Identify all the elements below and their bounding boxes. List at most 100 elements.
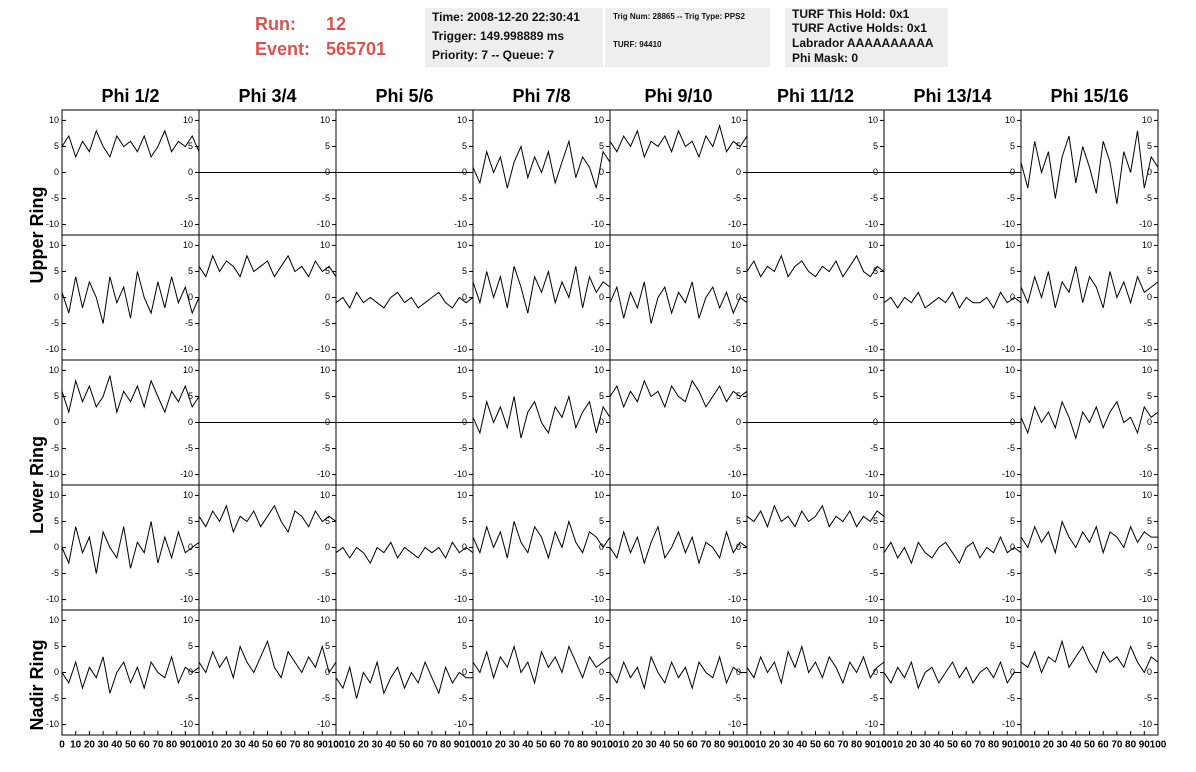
y-tick-label: -10 [728,469,741,479]
y-tick-label: -10 [317,344,330,354]
x-tick-label: 70 [289,740,301,751]
panel-frame [1020,234,1159,361]
panel-frame [335,609,474,736]
y-tick-label: 0 [1147,542,1152,552]
y-tick-label: 0 [736,417,741,427]
y-tick-label: 0 [462,667,467,677]
x-tick-label: 50 [947,740,959,751]
waveform [472,139,611,189]
y-tick-label: -10 [1139,719,1152,729]
y-tick-label: 10 [457,490,467,500]
x-tick-label: 0 [744,740,750,751]
y-tick-label: 10 [594,365,604,375]
x-tick-label: 10 [618,740,630,751]
y-tick-label: 0 [325,417,330,427]
panel-frame [61,234,200,361]
y-tick-label: -10 [46,594,59,604]
x-tick-label: 50 [399,740,411,751]
y-tick-label: -5 [596,193,604,203]
y-tick-label: 0 [325,667,330,677]
y-tick-label: -10 [46,469,59,479]
y-tick-label: 10 [1005,490,1015,500]
y-tick-label: 0 [599,167,604,177]
y-tick-label: 5 [873,141,878,151]
x-tick-label: 20 [769,740,781,751]
y-tick-label: -5 [1144,693,1152,703]
y-tick-label: -5 [322,318,330,328]
y-tick-label: 5 [188,641,193,651]
info-line: TURF This Hold: 0x1 [792,7,910,21]
panel-frame [609,484,748,611]
column-label: Phi 7/8 [512,86,570,106]
y-tick-label: -10 [1002,219,1015,229]
waveform [883,660,1021,690]
x-tick-label: 20 [1043,740,1055,751]
y-tick-label: 5 [325,141,330,151]
y-tick-label: 10 [183,615,193,625]
y-tick-label: 10 [49,615,59,625]
panel-frame [198,609,337,736]
y-tick-label: -10 [865,469,878,479]
column-label: Phi 11/12 [777,86,854,106]
panel-frame [61,359,200,486]
info-line: Trig Num: 28865 -- Trig Type: PPS2 [613,12,745,21]
panel-frame [1020,609,1159,736]
y-tick-label: 5 [873,641,878,651]
y-tick-label: -5 [51,318,59,328]
y-tick-label: 0 [599,542,604,552]
waveform [746,644,885,685]
y-tick-label: -10 [865,219,878,229]
x-tick-label: 60 [961,740,973,751]
panel-frame [472,609,611,736]
y-tick-label: 0 [599,667,604,677]
y-tick-label: 10 [457,240,467,250]
y-tick-label: 5 [1147,141,1152,151]
y-tick-label: -10 [728,594,741,604]
row-label: Lower Ring [27,436,47,534]
x-tick-label: 50 [1084,740,1096,751]
panel-frame [1020,484,1159,611]
x-tick-label: 40 [385,740,397,751]
waveform [472,644,611,685]
y-tick-label: -10 [454,344,467,354]
x-tick-label: 30 [646,740,658,751]
x-tick-label: 80 [1125,740,1137,751]
y-tick-label: 0 [54,292,59,302]
y-tick-label: -10 [1139,219,1152,229]
y-tick-label: -10 [591,344,604,354]
row-label: Nadir Ring [27,639,47,730]
panel-frame [61,484,200,611]
y-tick-label: -5 [459,443,467,453]
x-tick-label: 70 [700,740,712,751]
info-box [425,8,603,67]
waveform [61,521,200,574]
panel-frame [61,609,200,736]
x-tick-label: 60 [276,740,288,751]
y-tick-label: 5 [54,641,59,651]
y-tick-label: 0 [462,542,467,552]
y-tick-label: 10 [49,365,59,375]
column-label: Phi 13/14 [913,86,991,106]
waveform [883,291,1022,309]
y-tick-label: -5 [1007,193,1015,203]
y-tick-label: -5 [322,193,330,203]
y-tick-label: -5 [185,318,193,328]
y-tick-label: 5 [873,391,878,401]
x-tick-label: 0 [196,740,202,751]
y-tick-label: 10 [868,615,878,625]
y-tick-label: 5 [1147,516,1152,526]
y-tick-label: -10 [180,344,193,354]
y-tick-label: -5 [596,443,604,453]
info-line: Priority: 7 -- Queue: 7 [432,48,554,62]
x-tick-label: 90 [1002,740,1014,751]
y-tick-label: 0 [1147,667,1152,677]
y-tick-label: 5 [1147,641,1152,651]
x-tick-label: 40 [796,740,808,751]
y-tick-label: 0 [599,417,604,427]
panel-frame [472,484,611,611]
y-tick-label: -10 [46,719,59,729]
y-tick-label: -5 [51,693,59,703]
y-tick-label: 10 [731,615,741,625]
x-tick-label: 30 [235,740,247,751]
y-tick-label: 5 [736,516,741,526]
